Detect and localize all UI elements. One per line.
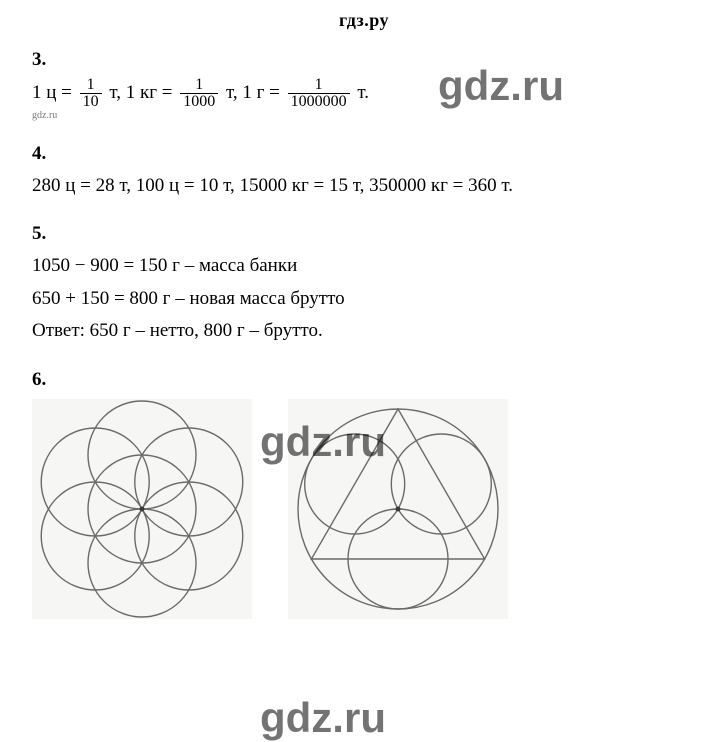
frac-num: 1 [80,77,102,94]
s3-p2: т, 1 кг = [109,82,177,103]
figure-circle-triangle [288,399,508,619]
frac-den: 1000000 [288,94,350,110]
fraction-1-1000: 1 1000 [177,77,221,110]
s3-p3: т, 1 г = [226,82,285,103]
frac-den: 10 [80,94,102,110]
section-5-line2: 650 + 150 = 800 г – новая масса брутто [32,284,696,314]
section-3-number: 3. [32,49,696,71]
s3-p1: 1 ц = [32,82,77,103]
frac-num: 1 [288,77,350,94]
section-3-line: 1 ц = 1 10 т, 1 кг = 1 1000 т, 1 г = 1 1… [32,77,696,110]
s3-p4: т. [357,82,369,103]
section-4-number: 4. [32,143,696,165]
page-header: гдз.ру [32,10,696,31]
watermark-3: gdz.ru [260,694,386,742]
section-5-number: 5. [32,223,696,245]
frac-num: 1 [180,77,218,94]
center-dot [140,506,145,511]
fraction-1-1000000: 1 1000000 [285,77,353,110]
section-5-line3: Ответ: 650 г – нетто, 800 г – брутто. [32,316,696,346]
small-watermark: gdz.ru [32,110,696,121]
section-6-number: 6. [32,369,696,391]
figures-row [32,399,696,619]
frac-den: 1000 [180,94,218,110]
section-5-line1: 1050 − 900 = 150 г – масса банки [32,251,696,281]
figure-flower [32,399,252,619]
section-4-line: 280 ц = 28 т, 100 ц = 10 т, 15000 кг = 1… [32,171,696,201]
fraction-1-10: 1 10 [77,77,105,110]
center-dot [396,506,401,511]
